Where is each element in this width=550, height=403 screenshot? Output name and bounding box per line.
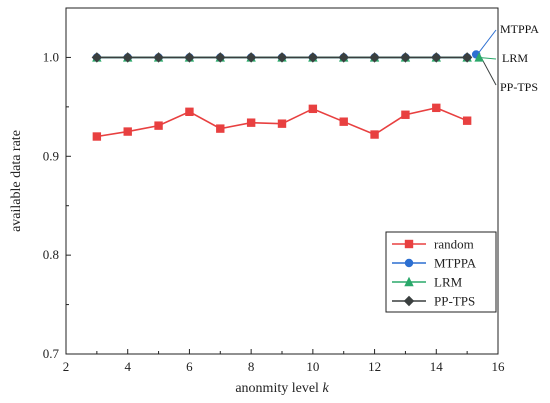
y-tick-label: 0.8 <box>43 247 59 262</box>
data-point <box>277 119 287 128</box>
legend-marker <box>404 258 414 268</box>
x-tick-label: 16 <box>492 359 506 374</box>
data-point <box>461 52 473 63</box>
legend: random MTPPA LRM PP-TPS <box>385 231 497 313</box>
annotations: MTPPA LRM PP-TPS <box>471 22 539 94</box>
legend-marker <box>403 295 415 307</box>
y-axis-label: available data rate <box>9 130 24 232</box>
x-tick-label: 2 <box>63 359 70 374</box>
legend-label: random <box>434 237 474 252</box>
x-tick-label: 12 <box>368 359 381 374</box>
data-point <box>123 127 132 136</box>
data-point <box>245 52 257 63</box>
data-point <box>276 52 288 63</box>
x-tick-label: 14 <box>430 359 444 374</box>
data-point <box>401 110 410 119</box>
data-point <box>122 52 133 63</box>
y-tick-label: 0.9 <box>43 148 59 163</box>
data-point <box>215 52 226 63</box>
x-tick-label: 10 <box>306 359 319 374</box>
data-point <box>462 116 472 125</box>
data-point <box>91 52 103 63</box>
x-tick-label: 6 <box>186 359 193 374</box>
data-point <box>184 52 195 63</box>
annotation-label: PP-TPS <box>500 80 538 94</box>
x-axis-label-variable: k <box>322 381 329 396</box>
data-point <box>246 118 256 127</box>
legend-label: PP-TPS <box>434 294 475 309</box>
legend-label: LRM <box>434 275 463 290</box>
legend-marker <box>404 276 414 287</box>
data-point <box>308 104 318 114</box>
data-point <box>432 103 441 113</box>
annotation-label: MTPPA <box>500 22 539 36</box>
series-random <box>92 103 472 141</box>
data-point <box>400 52 411 63</box>
x-axis-label: anonmity level k <box>235 381 329 396</box>
data-point <box>431 52 442 63</box>
annotation-marker <box>474 52 484 62</box>
data-point <box>216 124 225 133</box>
x-tick-label: 4 <box>124 359 131 374</box>
y-tick-label: 0.7 <box>43 346 60 361</box>
data-point <box>369 52 380 63</box>
y-tick-label: 1.0 <box>43 49 59 64</box>
x-tick-label: 8 <box>248 359 255 374</box>
legend-marker <box>404 239 414 249</box>
annotation-line <box>480 57 497 86</box>
data-point <box>153 52 164 63</box>
legend-box <box>385 231 497 313</box>
data-point <box>154 121 163 130</box>
data-point <box>370 130 379 139</box>
data-point <box>307 52 319 63</box>
series-pp-tps <box>91 52 473 63</box>
legend-label: MTPPA <box>434 256 477 271</box>
annotation-label: LRM <box>502 51 528 65</box>
data-point <box>339 117 348 126</box>
data-point <box>338 52 349 63</box>
x-axis-label-text: anonmity level <box>235 381 322 396</box>
data-point <box>92 132 102 141</box>
data-point <box>185 107 194 116</box>
